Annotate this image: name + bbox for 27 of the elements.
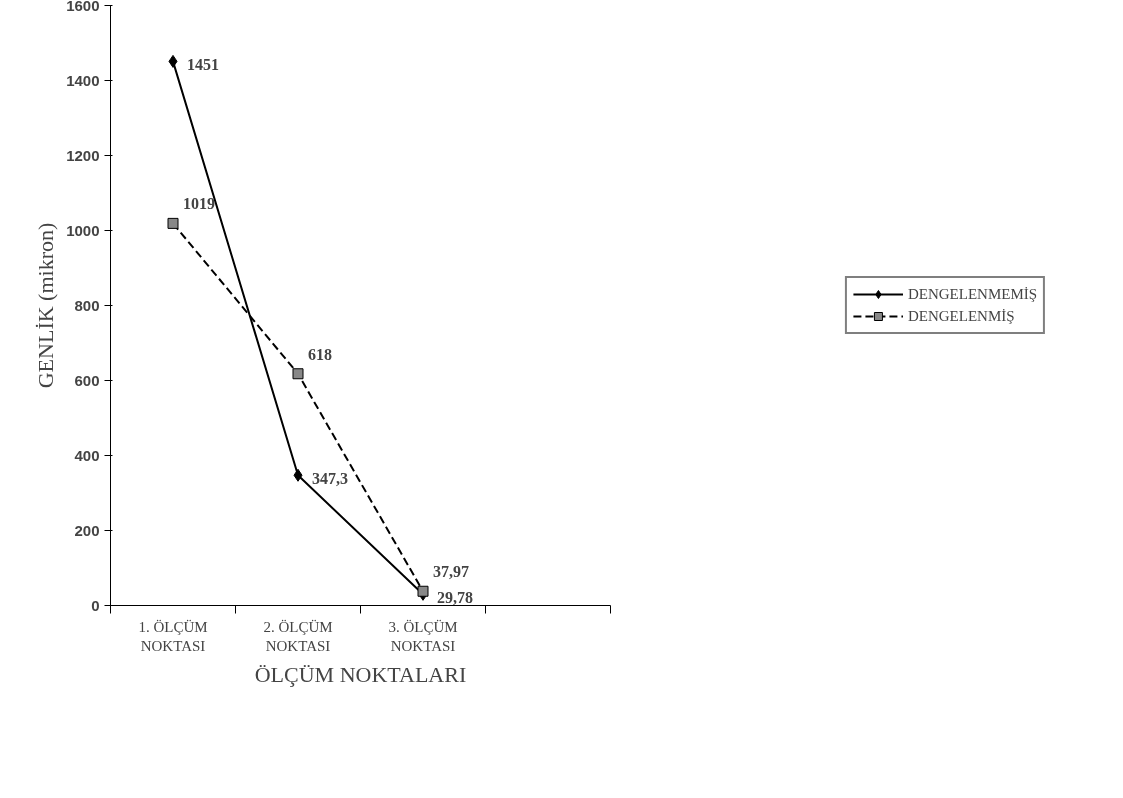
point: [292, 368, 304, 380]
data-label: 29,78: [437, 589, 473, 607]
y-tick-label: 1400: [66, 71, 100, 89]
y-tick-label: 0: [91, 596, 100, 614]
x-tick-label: 3. ÖLÇÜM NOKTASI: [388, 618, 458, 654]
y-tick-label: 600: [74, 371, 100, 389]
legend-label: DENGELENMİŞ: [907, 307, 1015, 325]
data-label: 618: [308, 345, 332, 363]
data-label: 37,97: [433, 563, 469, 581]
point: [167, 217, 179, 229]
y-tick-label: 1200: [66, 146, 100, 164]
data-label: 1019: [183, 195, 215, 213]
y-tick-label: 200: [74, 521, 100, 539]
data-label: 1451: [187, 56, 219, 74]
x-axis-title: ÖLÇÜM NOKTALARI: [254, 661, 467, 687]
y-tick-label: 1000: [66, 221, 100, 239]
point: [168, 54, 178, 68]
y-tick-label: 1600: [66, 0, 100, 14]
point: [293, 468, 303, 482]
y-axis-title: GENLİK (mikron): [33, 222, 59, 389]
point: [417, 585, 429, 597]
x-tick-label: 2. ÖLÇÜM NOKTASI: [263, 618, 333, 654]
x-tick-label: 1. ÖLÇÜM NOKTASI: [138, 618, 208, 654]
data-label: 347,3: [312, 470, 348, 488]
y-tick-label: 800: [74, 296, 100, 314]
y-tick-label: 400: [74, 446, 100, 464]
legend-label: DENGELENMEMİŞ: [907, 285, 1038, 303]
